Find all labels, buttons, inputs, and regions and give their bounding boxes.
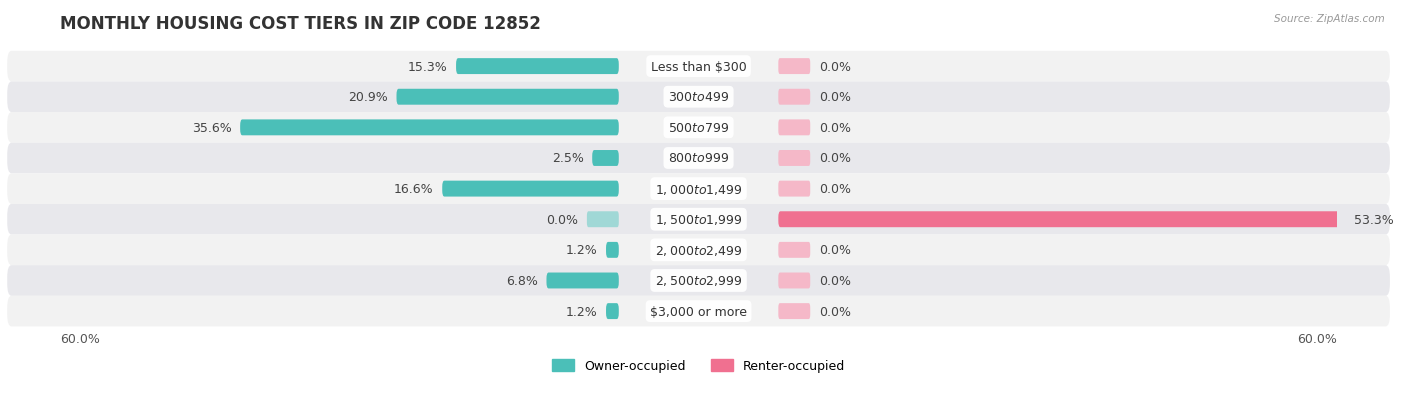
Text: 0.0%: 0.0% xyxy=(818,60,851,74)
FancyBboxPatch shape xyxy=(779,212,1346,228)
FancyBboxPatch shape xyxy=(547,273,619,289)
FancyBboxPatch shape xyxy=(606,242,619,258)
Text: 6.8%: 6.8% xyxy=(506,274,538,287)
Text: $500 to $799: $500 to $799 xyxy=(668,121,730,135)
FancyBboxPatch shape xyxy=(7,113,1391,143)
Text: $800 to $999: $800 to $999 xyxy=(668,152,730,165)
Text: 53.3%: 53.3% xyxy=(1354,213,1393,226)
FancyBboxPatch shape xyxy=(7,143,1391,174)
FancyBboxPatch shape xyxy=(443,181,619,197)
FancyBboxPatch shape xyxy=(240,120,619,136)
FancyBboxPatch shape xyxy=(779,90,810,105)
Text: 20.9%: 20.9% xyxy=(349,91,388,104)
Text: 0.0%: 0.0% xyxy=(818,152,851,165)
FancyBboxPatch shape xyxy=(606,304,619,319)
Text: 0.0%: 0.0% xyxy=(818,274,851,287)
Text: 16.6%: 16.6% xyxy=(394,183,433,196)
Text: $1,500 to $1,999: $1,500 to $1,999 xyxy=(655,213,742,227)
FancyBboxPatch shape xyxy=(456,59,619,75)
Legend: Owner-occupied, Renter-occupied: Owner-occupied, Renter-occupied xyxy=(551,359,845,373)
Text: 1.2%: 1.2% xyxy=(565,244,598,257)
FancyBboxPatch shape xyxy=(586,212,619,228)
Text: 60.0%: 60.0% xyxy=(60,332,100,345)
Text: 35.6%: 35.6% xyxy=(191,121,232,135)
FancyBboxPatch shape xyxy=(7,266,1391,296)
FancyBboxPatch shape xyxy=(779,151,810,166)
FancyBboxPatch shape xyxy=(779,304,810,319)
Text: 0.0%: 0.0% xyxy=(818,305,851,318)
FancyBboxPatch shape xyxy=(779,120,810,136)
Text: 60.0%: 60.0% xyxy=(1296,332,1337,345)
Text: $2,500 to $2,999: $2,500 to $2,999 xyxy=(655,274,742,288)
Text: MONTHLY HOUSING COST TIERS IN ZIP CODE 12852: MONTHLY HOUSING COST TIERS IN ZIP CODE 1… xyxy=(60,15,541,33)
Text: $3,000 or more: $3,000 or more xyxy=(650,305,747,318)
Text: 15.3%: 15.3% xyxy=(408,60,447,74)
FancyBboxPatch shape xyxy=(7,204,1391,235)
FancyBboxPatch shape xyxy=(7,296,1391,327)
Text: 1.2%: 1.2% xyxy=(565,305,598,318)
FancyBboxPatch shape xyxy=(779,242,810,258)
FancyBboxPatch shape xyxy=(7,52,1391,82)
Text: 0.0%: 0.0% xyxy=(818,121,851,135)
Text: $300 to $499: $300 to $499 xyxy=(668,91,730,104)
FancyBboxPatch shape xyxy=(779,273,810,289)
FancyBboxPatch shape xyxy=(779,59,810,75)
Text: $2,000 to $2,499: $2,000 to $2,499 xyxy=(655,243,742,257)
Text: 0.0%: 0.0% xyxy=(818,91,851,104)
Text: $1,000 to $1,499: $1,000 to $1,499 xyxy=(655,182,742,196)
FancyBboxPatch shape xyxy=(396,90,619,105)
FancyBboxPatch shape xyxy=(592,151,619,166)
Text: Less than $300: Less than $300 xyxy=(651,60,747,74)
FancyBboxPatch shape xyxy=(7,174,1391,204)
Text: 0.0%: 0.0% xyxy=(818,244,851,257)
FancyBboxPatch shape xyxy=(779,181,810,197)
FancyBboxPatch shape xyxy=(7,82,1391,113)
FancyBboxPatch shape xyxy=(7,235,1391,266)
Text: 0.0%: 0.0% xyxy=(818,183,851,196)
Text: Source: ZipAtlas.com: Source: ZipAtlas.com xyxy=(1274,14,1385,24)
Text: 0.0%: 0.0% xyxy=(547,213,578,226)
Text: 2.5%: 2.5% xyxy=(551,152,583,165)
